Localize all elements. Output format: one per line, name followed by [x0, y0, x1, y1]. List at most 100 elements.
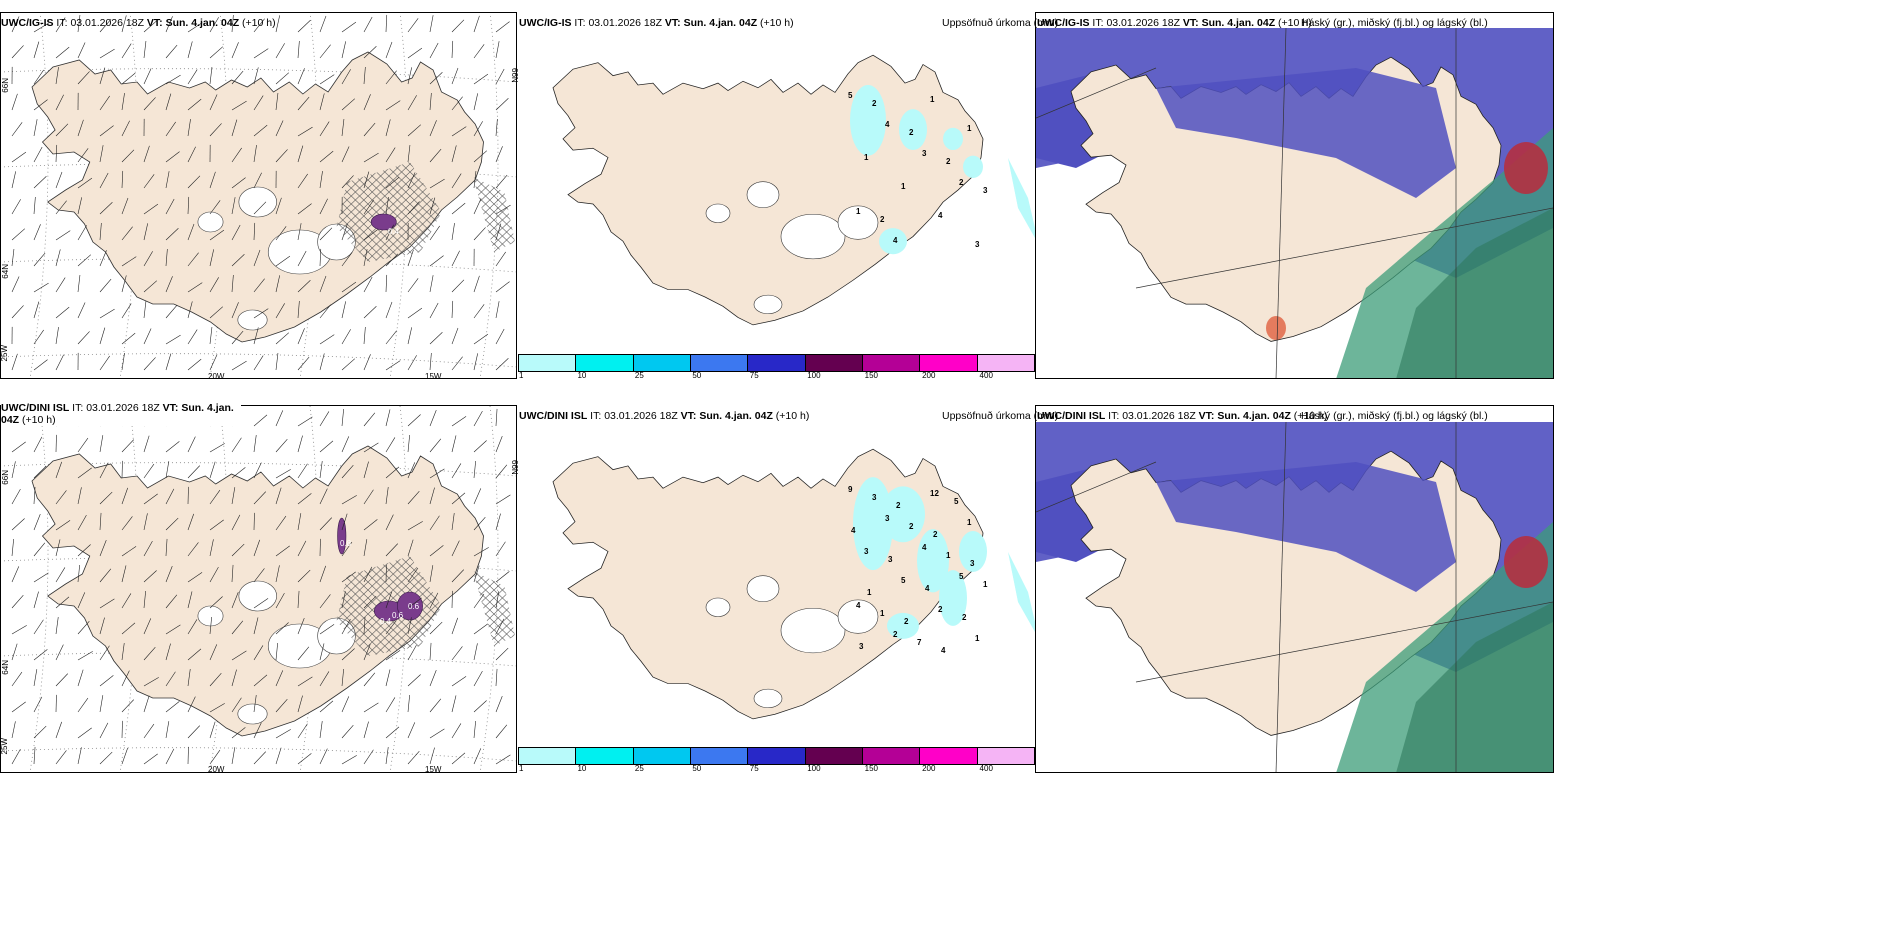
precip-value: 4: [938, 211, 943, 220]
colorbar-label: 10: [577, 764, 587, 773]
precip-value: 2: [938, 605, 943, 614]
wind-label: 0.6: [392, 611, 404, 620]
precip-value: 2: [872, 99, 877, 108]
precip-value: 5: [848, 91, 853, 100]
colorbar-segment: [805, 355, 863, 371]
precip-value: 9: [848, 485, 853, 494]
lon-label-20w-row2: 20W: [208, 765, 225, 774]
frame-wind-row1: [0, 12, 517, 379]
colorbar-segment: [748, 748, 806, 764]
lat-label-66n-right-row1: 66N: [510, 68, 519, 83]
colorbar-segment: [519, 748, 577, 764]
panel-cloud-row2: [1036, 422, 1553, 772]
colorbar-segment: [977, 355, 1034, 371]
precip-value: 5: [901, 576, 906, 585]
colorbar-labels-row2: 1 10 25 50 75 100 150 200 400: [518, 764, 1035, 774]
colorbar-label: 150: [864, 764, 879, 773]
colorbar-label: 400: [979, 764, 993, 773]
colorbar-label: 1: [519, 764, 524, 773]
precip-value: 1: [901, 182, 906, 191]
cloud-title-row1: Háský (gr.), miðský (fj.bl.) og lágský (…: [1301, 17, 1488, 29]
colorbar-segment: [862, 355, 921, 371]
precip-value: 2: [904, 617, 909, 626]
precip-value: 2: [933, 530, 938, 539]
precip-value: 5: [959, 572, 964, 581]
colorbar-label: 25: [634, 764, 644, 773]
precip-value: 2: [893, 630, 898, 639]
colorbar-segment: [576, 748, 634, 764]
precip-value: 4: [856, 601, 861, 610]
colorbar-label: 50: [692, 764, 702, 773]
wind-label: 0.4: [380, 617, 392, 626]
title-cloud-row2: UWC/DINI ISL IT: 03.01.2026 18Z VT: Sun.…: [1037, 410, 1328, 422]
precip-value: 3: [975, 240, 980, 249]
precip-value: 2: [896, 501, 901, 510]
precip-value: 3: [922, 149, 927, 158]
lat-label-66n-right-row2: 66N: [510, 460, 519, 475]
colorbar-label: 25: [634, 371, 644, 380]
title-precip-row2: UWC/DINI ISL IT: 03.01.2026 18Z VT: Sun.…: [519, 410, 810, 422]
precip-value: 1: [856, 207, 861, 216]
colorbar-label: 200: [922, 764, 936, 773]
colorbar-label: 1: [519, 371, 524, 380]
wind-label: 0.6: [408, 602, 420, 611]
precip-value: 4: [925, 584, 930, 593]
frame-cloud-row1: [1035, 12, 1554, 379]
precip-value: 1: [975, 634, 980, 643]
lat-label-64n-row2: 64N: [1, 660, 10, 675]
precip-value: 2: [946, 157, 951, 166]
precip-value: 1: [946, 551, 951, 560]
lon-label-15w-row1: 15W: [425, 372, 442, 381]
colorbar-label: 10: [577, 371, 587, 380]
colorbar-segment: [690, 355, 749, 371]
title-wind-row1: UWC/IG-IS IT: 03.01.2026 18Z VT: Sun. 4.…: [1, 17, 276, 29]
colorbar-segment: [748, 355, 806, 371]
colorbar-labels-row1: 1 10 25 50 75 100 150 200 400: [518, 371, 1035, 381]
precip-value: 4: [893, 236, 898, 245]
precip-value: 1: [880, 609, 885, 618]
precip-value: 1: [867, 588, 872, 597]
colorbar-label: 75: [749, 764, 759, 773]
colorbar-segment: [690, 748, 749, 764]
colorbar-segment: [920, 748, 978, 764]
panel-wind-row2: 0.4 0.6 0.6 0.8: [0, 406, 517, 772]
lat-label-66n-row2: 66N: [1, 470, 10, 485]
precip-value: 1: [930, 95, 935, 104]
colorbar-label: 100: [807, 764, 821, 773]
title-wind-row2: UWC/DINI ISL IT: 03.01.2026 18Z VT: Sun.…: [1, 402, 241, 426]
precip-value: 3: [970, 559, 975, 568]
lat-label-66n-row1: 66N: [1, 78, 10, 93]
panel-precip-row1: 5 4 3 2 1 4 1 1 1 1 4 3 2 2 2 3 2: [518, 28, 1035, 352]
colorbar-label: 400: [979, 371, 993, 380]
cloud-map-row2: [1036, 422, 1553, 772]
cloud-map-row1: [1036, 28, 1553, 379]
wind-label: 0.4: [388, 227, 400, 236]
precip-value: 2: [909, 128, 914, 137]
precip-value: 1: [967, 124, 972, 133]
precip-value: 1: [967, 518, 972, 527]
precip-value: 3: [872, 493, 877, 502]
precip-value: 12: [930, 489, 939, 498]
precip-value: 1: [864, 153, 869, 162]
colorbar-label: 75: [749, 371, 759, 380]
panel-wind-row1: 0.4: [0, 12, 517, 378]
precip-value: 2: [909, 522, 914, 531]
frame-cloud-row2: [1035, 405, 1554, 773]
colorbar-segment: [576, 355, 634, 371]
lat-label-64n-row1: 64N: [1, 264, 10, 279]
precip-value: 2: [880, 215, 885, 224]
title-cloud-row1: UWC/IG-IS IT: 03.01.2026 18Z VT: Sun. 4.…: [1037, 17, 1312, 29]
precip-value: 4: [851, 526, 856, 535]
precip-value: 3: [859, 642, 864, 651]
wind-map-row2: 0.40.60.60.8: [0, 406, 517, 772]
precip-title-row1: Uppsöfnuð úrkoma (mm): [942, 17, 1059, 29]
panel-cloud-row1: [1036, 28, 1553, 379]
frame-wind-row2: [0, 405, 517, 773]
lon-label-15w-row2: 15W: [425, 765, 442, 774]
colorbar-segment: [519, 355, 577, 371]
precip-value: 4: [941, 646, 946, 655]
precip-value: 2: [959, 178, 964, 187]
precip-value: 4: [922, 543, 927, 552]
colorbar-row2: [518, 747, 1035, 765]
